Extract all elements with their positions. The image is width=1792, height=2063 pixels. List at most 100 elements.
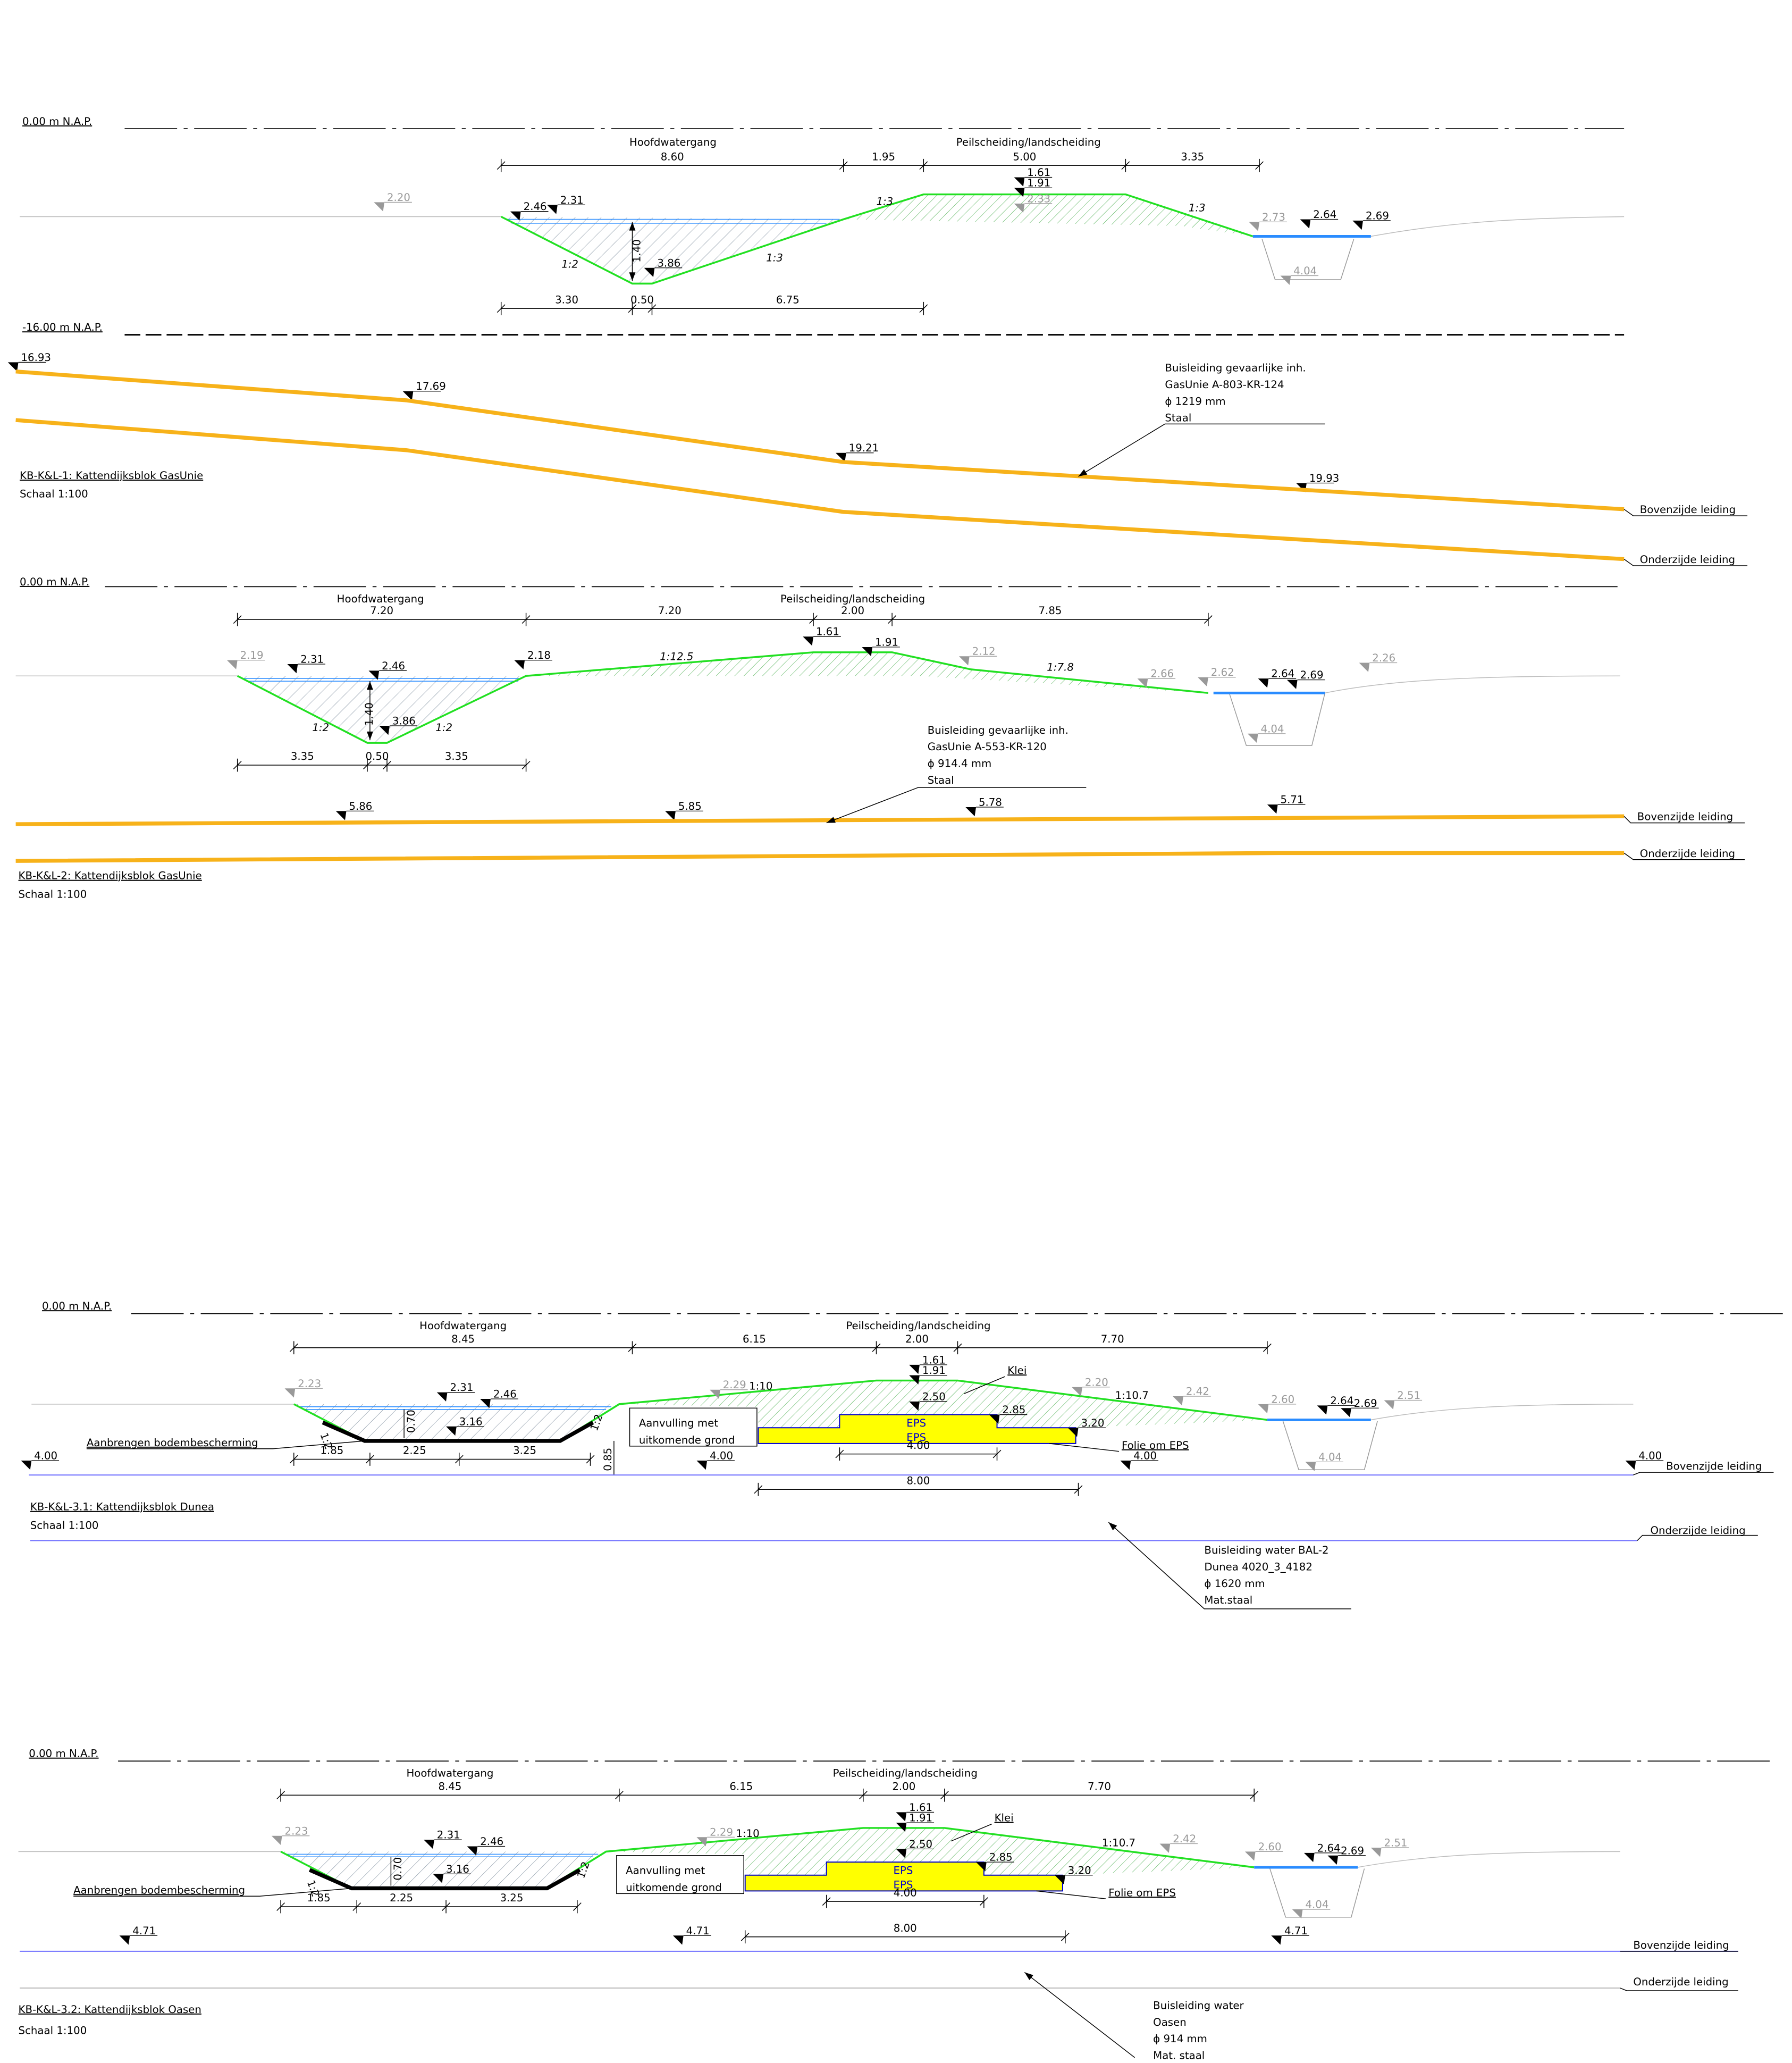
- level-marker: [510, 211, 521, 221]
- ditch-hatch: [501, 216, 844, 284]
- pipe-note: Dunea 4020_3_4182: [1204, 1561, 1312, 1573]
- arrow-head: [1078, 469, 1088, 477]
- heading: Peilscheiding/landscheiding: [833, 1767, 978, 1780]
- level-marker: [672, 1935, 684, 1945]
- section: 0.00 m N.A.P. Hoofdwatergang Peilscheiding…: [18, 1748, 1771, 1944]
- dimension-label: 3.35: [1181, 150, 1204, 163]
- level-marker: [1120, 1460, 1131, 1470]
- level-marker: [1317, 1405, 1328, 1415]
- dike-hatch: [843, 194, 1253, 237]
- arrow-head: [1108, 1522, 1117, 1531]
- leader: [1108, 1522, 1351, 1609]
- level-marker: [989, 1414, 1000, 1424]
- level-marker: [446, 1426, 457, 1436]
- dimension-tick: [1061, 1930, 1070, 1944]
- dimension-tick: [919, 301, 928, 315]
- level-marker: [1271, 1935, 1282, 1945]
- dimension-tick: [872, 1341, 881, 1355]
- dimension-tick: [276, 1788, 285, 1802]
- bed-protection: [322, 1421, 594, 1443]
- dimension-tick: [628, 1341, 637, 1355]
- material-label: Folie om EPS: [1108, 1886, 1176, 1899]
- level-label: 2.31: [450, 1381, 473, 1394]
- material-label: uitkomende grond: [626, 1881, 722, 1893]
- leader: [1078, 423, 1325, 477]
- level-marker: [1159, 1843, 1171, 1853]
- pipe-note: GasUnie A-553-KR-120: [928, 741, 1047, 753]
- pipe-label: Onderzijde leiding: [1633, 1976, 1728, 1988]
- material-label: Aanvulling met: [626, 1864, 705, 1876]
- level-label: 5.85: [678, 800, 702, 812]
- level-marker: [433, 1874, 444, 1883]
- level-marker: [1292, 1909, 1303, 1919]
- level-marker: [1341, 1408, 1351, 1418]
- pipe-note: Oasen: [1153, 2016, 1187, 2028]
- level-label: 2.31: [300, 653, 324, 666]
- leader: [86, 1440, 365, 1449]
- slope-label: 1:3: [876, 195, 893, 207]
- material-label: EPS: [894, 1878, 913, 1891]
- level-label: 3.86: [657, 257, 680, 269]
- level-marker: [271, 1835, 282, 1846]
- water-line: [285, 1854, 599, 1857]
- level-marker: [547, 205, 558, 214]
- level-marker: [835, 452, 846, 462]
- ground-line: [31, 1404, 1634, 1421]
- leader: [826, 787, 1087, 824]
- pipe-note: Staal: [928, 774, 954, 786]
- dimension-tick: [628, 301, 637, 315]
- level-label: 2.60: [1258, 1841, 1282, 1853]
- dimension-tick: [497, 301, 506, 315]
- level-label: 2.20: [387, 191, 410, 204]
- dimension-label: 7.85: [1038, 605, 1062, 617]
- dimension-label: 3.25: [513, 1445, 536, 1457]
- dimension-label: 8.00: [894, 1922, 917, 1934]
- dimension-tick: [276, 1900, 285, 1914]
- bed-protection: [308, 1868, 581, 1891]
- pipe-note: ϕ 1620 mm: [1204, 1578, 1265, 1590]
- heading: Hoofdwatergang: [406, 1767, 493, 1780]
- heading: Peilscheiding/landscheiding: [780, 593, 925, 605]
- dimension-tick: [953, 1341, 962, 1355]
- slope-label: 1:2: [435, 722, 452, 734]
- material-label: Klei: [1007, 1364, 1027, 1377]
- level-label: 19.21: [849, 442, 879, 454]
- level-marker: [335, 811, 347, 820]
- dimension-label: 2.00: [841, 605, 864, 617]
- dimension-tick: [1204, 613, 1213, 626]
- dimension-tick: [822, 1894, 831, 1908]
- heading: Peilscheiding/landscheiding: [956, 136, 1101, 148]
- level-label: 2.29: [723, 1379, 746, 1391]
- level-label: 5.86: [349, 800, 372, 812]
- level-marker: [896, 1812, 907, 1822]
- level-marker: [896, 1849, 907, 1858]
- dimension-label: 6.15: [743, 1333, 766, 1345]
- level-marker: [1249, 222, 1260, 231]
- dimension-label: 1.40: [630, 239, 643, 263]
- nap-label: 0.00 m N.A.P.: [29, 1748, 98, 1760]
- dimension-tick: [363, 758, 372, 772]
- dimension-label: 3.25: [500, 1892, 523, 1904]
- level-marker: [226, 660, 238, 669]
- level-label: 2.66: [1150, 668, 1174, 680]
- level-marker: [896, 1823, 907, 1832]
- level-label: 2.69: [1341, 1844, 1364, 1857]
- dimension-tick: [1121, 158, 1130, 172]
- level-label: 4.71: [1284, 1925, 1308, 1937]
- dimension-label: 4.00: [906, 1439, 930, 1452]
- fill-box: [616, 1855, 744, 1894]
- level-marker: [1014, 203, 1025, 213]
- level-marker: [1300, 219, 1311, 229]
- level-label: 2.31: [560, 194, 584, 206]
- arrow-head: [629, 272, 636, 281]
- dimension-label: 0.70: [405, 1410, 417, 1433]
- level-marker: [1173, 1396, 1183, 1406]
- level-marker: [1198, 677, 1208, 686]
- material-label: EPS: [894, 1864, 913, 1876]
- heading: Hoofdwatergang: [337, 593, 424, 605]
- ditch-outline: [1261, 239, 1354, 280]
- ditch-outline: [1229, 693, 1326, 746]
- level-label: 3.20: [1081, 1417, 1104, 1429]
- level-label: 4.71: [132, 1925, 156, 1937]
